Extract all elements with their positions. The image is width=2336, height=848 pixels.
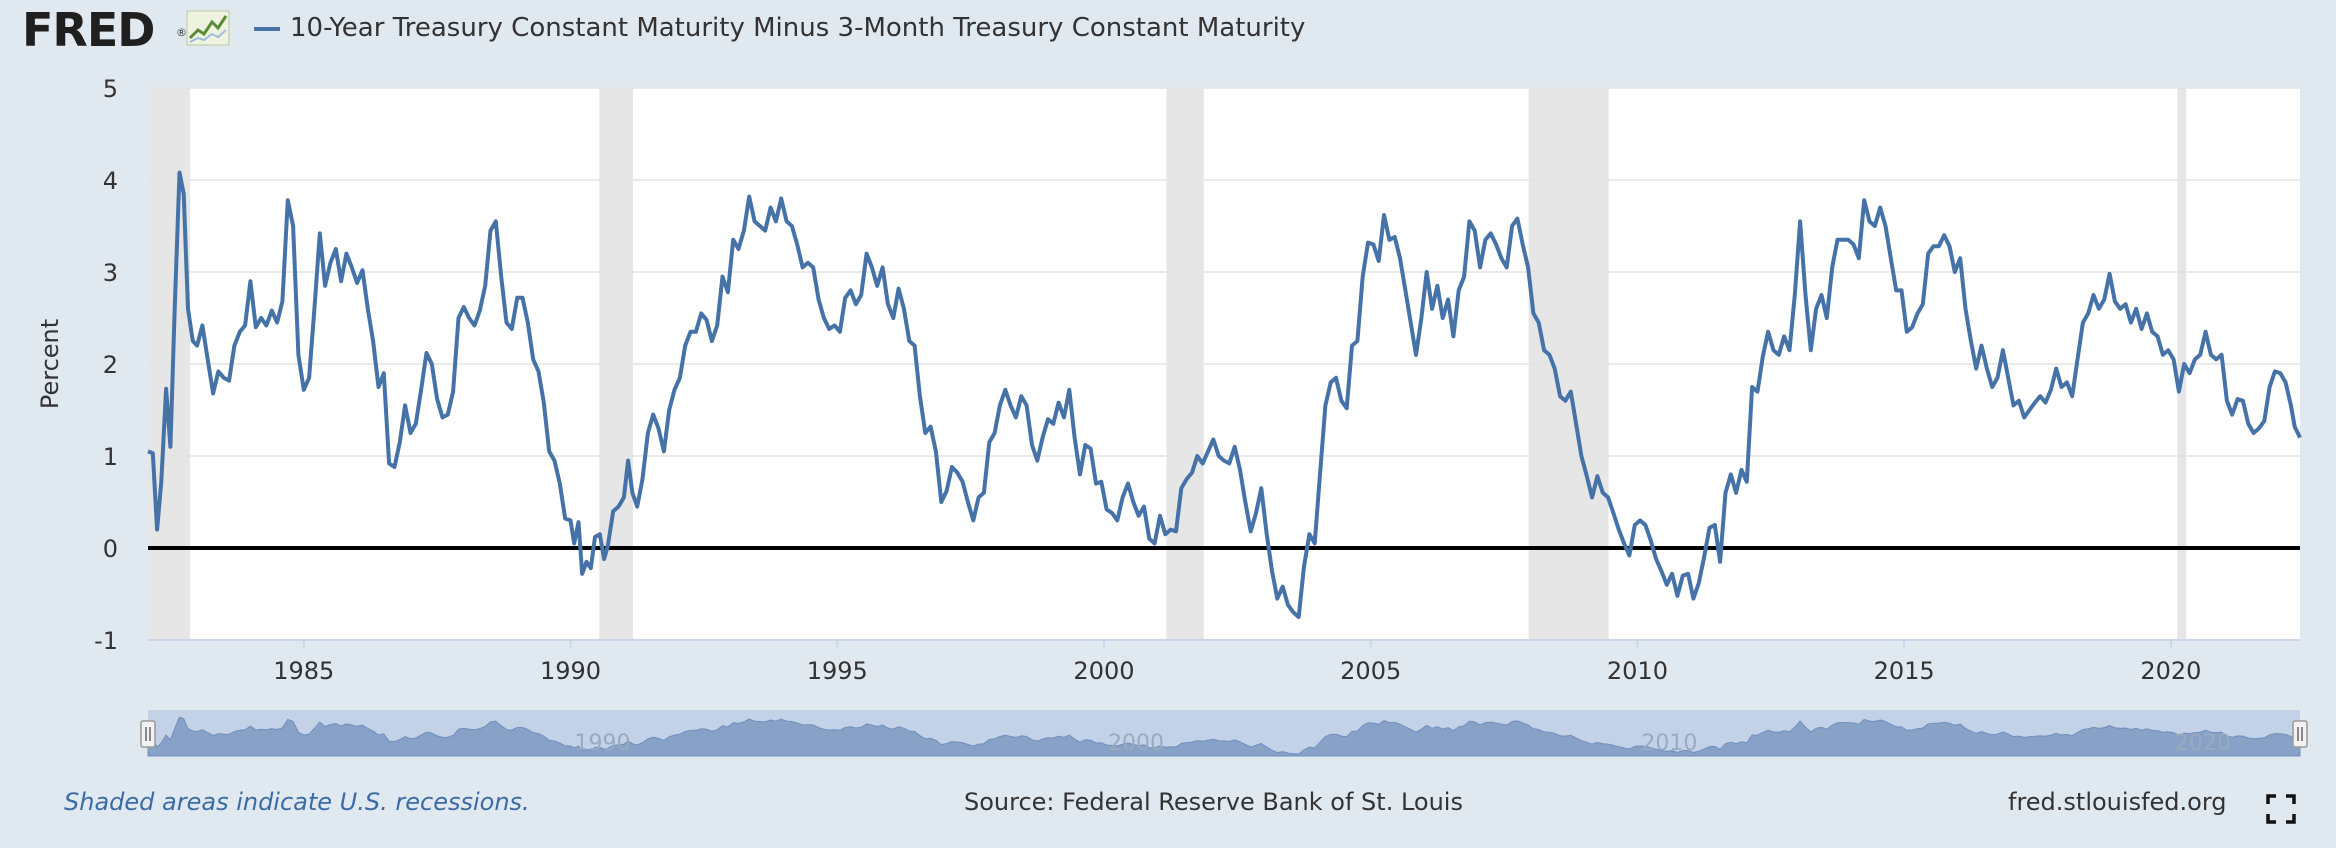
navigator-label: 1990: [575, 731, 631, 756]
x-tick-label: 2010: [1607, 657, 1668, 685]
x-tick-label: 1995: [807, 657, 868, 685]
fred-logo[interactable]: FRED: [22, 3, 155, 57]
x-tick-label: 2005: [1340, 657, 1401, 685]
legend-series-title[interactable]: 10-Year Treasury Constant Maturity Minus…: [290, 13, 1306, 43]
recession-note-link[interactable]: Shaded areas indicate U.S. recessions.: [64, 788, 530, 816]
series-line: [147, 170, 2302, 619]
legend-swatch: [254, 27, 280, 31]
x-tick-label: 1985: [273, 657, 334, 685]
source-text: Source: Federal Reserve Bank of St. Loui…: [964, 788, 1463, 816]
registered-mark: ®: [176, 26, 187, 39]
navigator-label: 2020: [2175, 731, 2231, 756]
fullscreen-icon[interactable]: [2266, 794, 2296, 824]
y-axis-label: Percent: [36, 319, 64, 409]
y-tick-label: 5: [103, 75, 118, 103]
x-tick-label: 2020: [2140, 657, 2201, 685]
site-link[interactable]: fred.stlouisfed.org: [2008, 788, 2227, 816]
x-tick-label: 2015: [1874, 657, 1935, 685]
navigator-label: 2010: [1641, 731, 1697, 756]
navigator-handle-left[interactable]: [140, 720, 156, 748]
navigator-label: 2000: [1108, 731, 1164, 756]
graph-header: FRED ® 10-Year Treasury Constant Maturit…: [0, 0, 2336, 60]
navigator-series: [147, 716, 2301, 757]
y-tick-label: 3: [103, 259, 118, 287]
fred-chart-icon: [186, 10, 230, 46]
y-tick-label: 4: [103, 167, 118, 195]
y-tick-label: 2: [103, 351, 118, 379]
x-tick-label: 1990: [540, 657, 601, 685]
y-tick-label: 1: [103, 443, 118, 471]
y-tick-label: -1: [94, 627, 118, 655]
y-tick-label: 0: [103, 535, 118, 563]
navigator-handle-right[interactable]: [2292, 720, 2308, 748]
x-tick-label: 2000: [1073, 657, 1134, 685]
